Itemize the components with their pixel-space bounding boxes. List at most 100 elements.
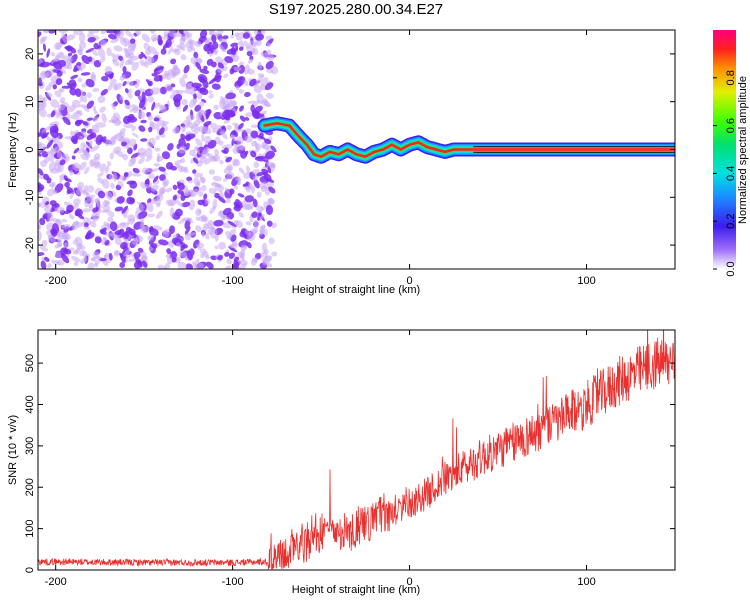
noise-blob — [259, 229, 266, 236]
noise-blob — [39, 72, 47, 80]
noise-blob — [122, 80, 127, 87]
noise-blob — [185, 82, 192, 90]
noise-blob — [158, 239, 169, 246]
noise-blob — [120, 242, 128, 250]
noise-blob — [198, 125, 208, 135]
noise-blob — [128, 88, 133, 93]
noise-blob — [66, 189, 72, 195]
ridge-steady-core — [473, 147, 675, 152]
noise-blob — [157, 39, 164, 46]
noise-blob — [141, 33, 151, 43]
noise-blob — [117, 30, 125, 39]
noise-blob — [235, 31, 246, 41]
noise-blob — [109, 78, 117, 86]
noise-blob — [226, 171, 235, 180]
noise-blob — [186, 121, 195, 129]
noise-blob — [181, 201, 191, 208]
noise-blob — [200, 253, 205, 259]
noise-blob — [177, 261, 187, 269]
noise-blob — [70, 74, 79, 80]
noise-blob — [214, 148, 219, 157]
noise-blob — [77, 48, 83, 56]
noise-blob — [80, 153, 89, 161]
noise-blob — [160, 48, 167, 55]
colorbar-ticks: 0.0 0.2 0.4 0.6 0.8 — [713, 70, 737, 277]
noise-blob — [128, 158, 136, 167]
noise-blob — [52, 61, 63, 70]
noise-blob — [192, 169, 197, 174]
snr-x-tick-label: -200 — [45, 576, 67, 588]
noise-blob — [217, 254, 223, 261]
noise-blob — [97, 47, 106, 59]
noise-blob — [177, 189, 185, 195]
noise-blob — [57, 141, 64, 149]
noise-blob — [199, 101, 205, 108]
noise-blob — [128, 80, 134, 86]
noise-blob — [199, 68, 210, 74]
noise-blob — [249, 217, 254, 223]
noise-blob — [110, 182, 115, 190]
noise-blob — [46, 113, 52, 118]
noise-blob — [48, 161, 57, 171]
noise-blob — [98, 136, 107, 143]
noise-blob — [165, 199, 175, 207]
noise-blob — [107, 33, 117, 40]
noise-blob — [252, 109, 260, 118]
noise-blob — [217, 195, 226, 204]
noise-blob — [192, 260, 198, 269]
noise-blob — [196, 244, 202, 251]
noise-blob — [106, 47, 112, 57]
noise-blob — [267, 182, 274, 188]
noise-blob — [79, 135, 84, 140]
noise-blob — [87, 262, 95, 269]
noise-blob — [134, 89, 141, 97]
noise-blob — [243, 79, 249, 87]
snr-y-tick-label: 0 — [24, 567, 36, 573]
noise-blob — [174, 199, 184, 208]
noise-blob — [107, 83, 113, 91]
noise-blob — [157, 264, 168, 269]
noise-blob — [271, 251, 278, 257]
noise-blob — [61, 254, 70, 264]
noise-blob — [46, 188, 55, 197]
noise-blob — [57, 239, 62, 247]
noise-blob — [145, 155, 153, 162]
noise-blob — [266, 220, 273, 227]
noise-blob — [253, 219, 259, 230]
noise-blob — [232, 159, 239, 166]
spectrogram-y-tick-label: -20 — [24, 237, 36, 253]
noise-blob — [261, 242, 268, 252]
noise-blob — [66, 204, 74, 213]
noise-blob — [265, 150, 275, 160]
noise-blob — [219, 159, 224, 165]
noise-blob — [73, 147, 80, 154]
noise-blob — [226, 164, 233, 171]
noise-blob — [265, 92, 274, 99]
noise-blob — [129, 180, 138, 189]
noise-blob — [60, 87, 65, 93]
noise-blob — [93, 43, 100, 50]
noise-blob — [264, 49, 272, 56]
noise-blob — [131, 237, 139, 246]
noise-blob — [205, 261, 214, 269]
noise-blob — [126, 196, 135, 205]
noise-blob — [129, 108, 134, 113]
noise-blob — [204, 157, 213, 165]
noise-blob — [150, 184, 159, 192]
noise-blob — [99, 258, 107, 262]
noise-blob — [187, 179, 194, 184]
noise-blob — [247, 58, 254, 64]
noise-blob — [115, 150, 125, 158]
noise-blob — [242, 32, 250, 39]
noise-blob — [147, 213, 156, 218]
noise-blob — [185, 135, 192, 142]
noise-blob — [167, 68, 174, 76]
noise-blob — [232, 122, 238, 126]
noise-blob — [67, 52, 73, 57]
noise-blob — [59, 97, 66, 104]
noise-blob — [81, 130, 86, 137]
noise-blob — [225, 197, 231, 204]
noise-blob — [249, 78, 257, 87]
noise-blob — [49, 183, 55, 189]
